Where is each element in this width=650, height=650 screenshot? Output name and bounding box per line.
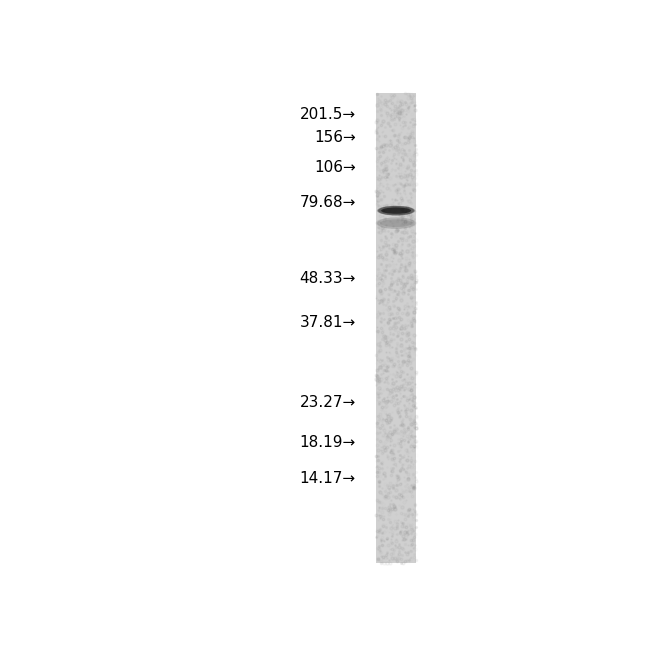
Ellipse shape <box>378 206 414 215</box>
Ellipse shape <box>378 206 414 215</box>
Text: 106→: 106→ <box>314 160 356 175</box>
Ellipse shape <box>378 206 414 215</box>
Text: 201.5→: 201.5→ <box>300 107 356 122</box>
Ellipse shape <box>378 206 414 215</box>
Text: 48.33→: 48.33→ <box>300 270 356 286</box>
Text: 79.68→: 79.68→ <box>300 194 356 209</box>
Text: 37.81→: 37.81→ <box>300 315 356 330</box>
Ellipse shape <box>378 206 414 215</box>
Text: 156→: 156→ <box>314 129 356 144</box>
Text: 23.27→: 23.27→ <box>300 395 356 410</box>
Ellipse shape <box>381 207 411 214</box>
Ellipse shape <box>378 206 415 215</box>
Ellipse shape <box>380 219 412 227</box>
Text: 18.19→: 18.19→ <box>300 435 356 450</box>
Text: 14.17→: 14.17→ <box>300 471 356 486</box>
Bar <box>376 93 416 564</box>
